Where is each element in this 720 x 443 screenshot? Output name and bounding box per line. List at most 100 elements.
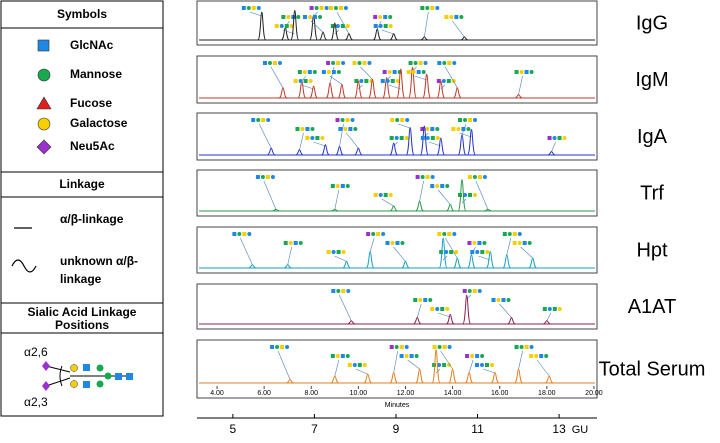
glycan-icon xyxy=(256,6,261,10)
glycan-icon xyxy=(336,250,341,254)
panel-label: IgM xyxy=(635,69,668,91)
glycan-icon xyxy=(352,61,357,65)
glycan-icon xyxy=(465,354,470,358)
glycan-icon xyxy=(260,175,265,179)
peak xyxy=(490,371,500,384)
glycan-icon xyxy=(512,241,517,245)
annotation-arrow xyxy=(336,11,350,34)
glycan-icon xyxy=(338,127,343,131)
glycan-icon xyxy=(467,289,472,293)
glycan-icon xyxy=(399,345,404,349)
glycan-icon xyxy=(357,61,362,65)
glycan-icon xyxy=(436,79,441,83)
glycan-icon xyxy=(405,118,410,122)
glycan-icon xyxy=(345,184,350,188)
glycan-icon xyxy=(331,70,336,74)
glycan-icon xyxy=(389,345,394,349)
peak xyxy=(547,151,556,156)
glycan-icon xyxy=(261,118,266,122)
peak xyxy=(453,257,462,269)
peak xyxy=(460,36,469,41)
panel-label: Total Serum xyxy=(599,358,706,380)
glycan-icon xyxy=(392,70,397,74)
annotation-arrow xyxy=(424,11,429,37)
glycan-icon xyxy=(303,79,308,83)
annotation-arrow xyxy=(334,359,340,377)
glycan-icon xyxy=(285,345,290,349)
glycan-icon xyxy=(547,136,552,140)
glycan-icon xyxy=(366,232,371,236)
glycan-icon xyxy=(330,184,335,188)
legend-title: Positions xyxy=(55,318,109,332)
gu-tick-label: 5 xyxy=(230,422,237,436)
glycan-icon xyxy=(318,15,323,19)
peak xyxy=(337,83,347,99)
glycan-icon xyxy=(272,61,277,65)
glycan-icon xyxy=(447,232,452,236)
glycan-icon xyxy=(362,363,367,367)
peak xyxy=(436,80,446,99)
glycan-icon xyxy=(383,193,388,197)
neu5ac-symbol xyxy=(36,139,52,155)
sialic-label: α2,6 xyxy=(24,345,48,359)
peak xyxy=(257,11,267,41)
peak xyxy=(372,28,382,41)
glycan-icon xyxy=(447,363,452,367)
panel-label: IgA xyxy=(637,126,668,148)
glycan-icon xyxy=(517,241,522,245)
glycan-icon xyxy=(340,184,345,188)
glycan-icon xyxy=(502,232,507,236)
axis-label: GU xyxy=(572,424,589,436)
panel-label: A1AT xyxy=(628,296,677,318)
glycan-icon xyxy=(335,118,340,122)
glycan-icon xyxy=(445,184,450,188)
glycan-icon xyxy=(380,79,385,83)
peak xyxy=(368,78,377,99)
glycan-icon xyxy=(477,175,482,179)
glycan-icon xyxy=(303,15,308,19)
sialic-label: α2,3 xyxy=(24,395,48,409)
peak xyxy=(467,254,476,269)
peak xyxy=(415,200,424,212)
glycan-icon xyxy=(440,307,445,311)
glycan-icon xyxy=(420,175,425,179)
peak xyxy=(283,264,292,269)
annotation-arrow xyxy=(445,237,458,259)
linkage-label: unknown α/β- xyxy=(60,254,138,268)
glycan-icon xyxy=(519,70,524,74)
glycan-icon xyxy=(326,70,331,74)
peak xyxy=(353,80,363,99)
peak xyxy=(271,208,280,212)
annotation-arrow xyxy=(440,350,453,370)
glycan-icon xyxy=(420,6,425,10)
glycan-icon xyxy=(331,61,336,65)
panel-frame xyxy=(196,0,598,46)
glycan-icon xyxy=(382,70,387,74)
panel-label: IgG xyxy=(636,12,668,34)
annotation-arrow xyxy=(334,255,347,262)
glycan-icon xyxy=(281,15,286,19)
glycan-icon xyxy=(313,15,318,19)
annotation-arrow xyxy=(310,20,324,33)
peak xyxy=(363,373,372,384)
symbol-label: GlcNAc xyxy=(70,38,114,52)
glycan-icon xyxy=(473,118,478,122)
annotation-arrow xyxy=(313,141,326,147)
peak xyxy=(342,260,351,269)
glycan-icon xyxy=(293,241,298,245)
peak xyxy=(453,87,462,99)
glycan-icon xyxy=(552,307,557,311)
peak xyxy=(413,317,422,325)
peak xyxy=(528,257,537,269)
peak xyxy=(325,82,335,99)
glycan-icon xyxy=(524,345,529,349)
peak xyxy=(514,368,523,384)
peak xyxy=(514,94,523,99)
annotation-arrow xyxy=(440,84,446,90)
glycan-icon xyxy=(354,79,359,83)
peak xyxy=(462,294,472,325)
glycan-icon xyxy=(378,15,383,19)
peak xyxy=(448,368,457,384)
glycan-icon xyxy=(373,24,378,28)
glycan-icon xyxy=(529,354,534,358)
